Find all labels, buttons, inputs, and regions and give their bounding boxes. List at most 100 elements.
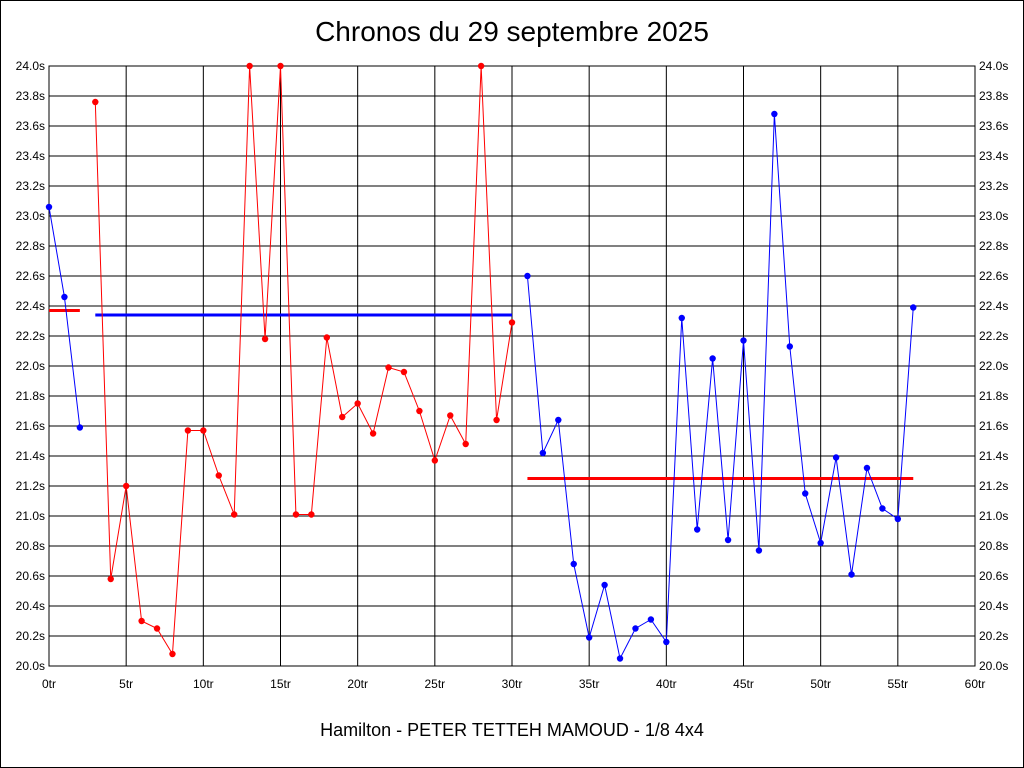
y-tick-label-right: 21.8s (979, 389, 1008, 403)
data-point (786, 343, 793, 350)
y-tick-label-left: 21.6s (16, 419, 45, 433)
y-tick-label-left: 22.2s (16, 329, 45, 343)
x-tick-label: 55tr (887, 677, 908, 691)
data-point (138, 617, 145, 625)
data-point (817, 539, 824, 547)
data-point (277, 62, 284, 70)
data-point (724, 536, 732, 544)
y-tick-label-right: 20.8s (979, 539, 1008, 553)
chart-title: Chronos du 29 septembre 2025 (315, 16, 709, 47)
y-tick-label-right: 23.0s (979, 209, 1008, 223)
y-tick-label-right: 23.4s (979, 149, 1008, 163)
data-point (585, 634, 593, 641)
y-tick-label-right: 23.2s (979, 179, 1008, 193)
data-point (802, 490, 809, 497)
y-tick-label-right: 22.0s (979, 359, 1008, 373)
data-point (493, 416, 500, 424)
x-tick-label: 15tr (270, 677, 291, 691)
data-point (153, 625, 161, 632)
data-point (694, 526, 701, 533)
x-tick-label: 10tr (193, 677, 214, 691)
x-tick-label: 35tr (579, 677, 600, 691)
x-tick-label: 60tr (965, 677, 986, 691)
y-tick-label-right: 22.2s (979, 329, 1008, 343)
data-point (848, 571, 855, 578)
data-point (76, 424, 84, 431)
y-tick-label-right: 21.4s (979, 449, 1008, 463)
y-tick-label-left: 21.2s (16, 479, 45, 493)
data-point (369, 430, 377, 437)
y-tick-label-right: 22.8s (979, 239, 1008, 253)
y-tick-label-right: 20.4s (979, 599, 1008, 613)
y-tick-label-right: 22.6s (979, 269, 1008, 283)
x-tick-label: 25tr (424, 677, 445, 691)
data-point (323, 334, 330, 341)
data-point (292, 511, 300, 518)
data-point (200, 427, 207, 434)
y-tick-label-right: 20.6s (979, 569, 1008, 583)
series-line (48, 206, 81, 428)
data-point (879, 505, 886, 512)
data-point (462, 440, 469, 448)
series-line (526, 113, 914, 660)
y-tick-label-right: 24.0s (979, 59, 1008, 73)
series-2 (524, 110, 917, 662)
y-tick-label-left: 20.2s (16, 629, 45, 643)
data-point (169, 650, 176, 658)
y-tick-label-left: 21.0s (16, 509, 45, 523)
y-tick-label-left: 20.0s (16, 659, 45, 673)
grid-lines (48, 65, 976, 667)
data-point (570, 560, 577, 568)
data-point (261, 335, 269, 343)
y-tick-label-left: 23.0s (16, 209, 45, 223)
data-point (447, 412, 454, 419)
y-tick-label-left: 21.8s (16, 389, 45, 403)
data-point (616, 655, 624, 662)
data-point (246, 62, 253, 70)
y-tick-label-left: 20.8s (16, 539, 45, 553)
average-lines (49, 309, 914, 480)
y-tick-label-left: 22.6s (16, 269, 45, 283)
x-tick-label: 50tr (810, 677, 831, 691)
y-tick-label-right: 20.2s (979, 629, 1008, 643)
data-point (832, 454, 840, 461)
y-tick-label-right: 21.2s (979, 479, 1008, 493)
y-tick-label-right: 20.0s (979, 659, 1008, 673)
data-point (910, 304, 917, 311)
series-1 (92, 62, 516, 658)
y-tick-label-left: 20.4s (16, 599, 45, 613)
data-point (740, 337, 747, 344)
data-point (755, 547, 763, 554)
y-tick-label-left: 21.4s (16, 449, 45, 463)
data-point (45, 203, 53, 211)
data-point (122, 482, 130, 490)
x-tick-label: 30tr (502, 677, 523, 691)
y-axis-ticks-right: 20.0s 20.2s 20.4s 20.6s 20.8s 21.0s 21.2s 21.4s… (979, 59, 1008, 673)
data-point (354, 400, 361, 407)
y-tick-label-right: 22.4s (979, 299, 1008, 313)
x-axis-ticks: 0tr 5tr 10tr 15tr 20tr 25tr 30tr 35tr 40tr 45tr 50… (42, 677, 985, 691)
data-point (61, 293, 68, 301)
data-point (524, 272, 531, 280)
y-tick-label-right: 21.6s (979, 419, 1008, 433)
y-tick-label-left: 22.0s (16, 359, 45, 373)
series-0 (45, 203, 84, 431)
chart-footer: Hamilton - PETER TETTEH MAMOUD - 1/8 4x4 (320, 720, 704, 740)
data-point (539, 449, 547, 457)
data-point (894, 515, 902, 523)
data-point (663, 638, 670, 646)
y-tick-label-right: 23.6s (979, 119, 1008, 133)
data-point (107, 575, 114, 583)
data-point (678, 314, 685, 322)
series-group (45, 62, 917, 662)
x-tick-label: 0tr (42, 677, 56, 691)
y-tick-label-left: 22.8s (16, 239, 45, 253)
y-tick-label-right: 23.8s (979, 89, 1008, 103)
data-point (92, 98, 99, 106)
y-tick-label-left: 23.6s (16, 119, 45, 133)
x-tick-label: 45tr (733, 677, 754, 691)
data-point (339, 413, 346, 421)
data-point (215, 472, 222, 479)
data-point (863, 464, 871, 472)
